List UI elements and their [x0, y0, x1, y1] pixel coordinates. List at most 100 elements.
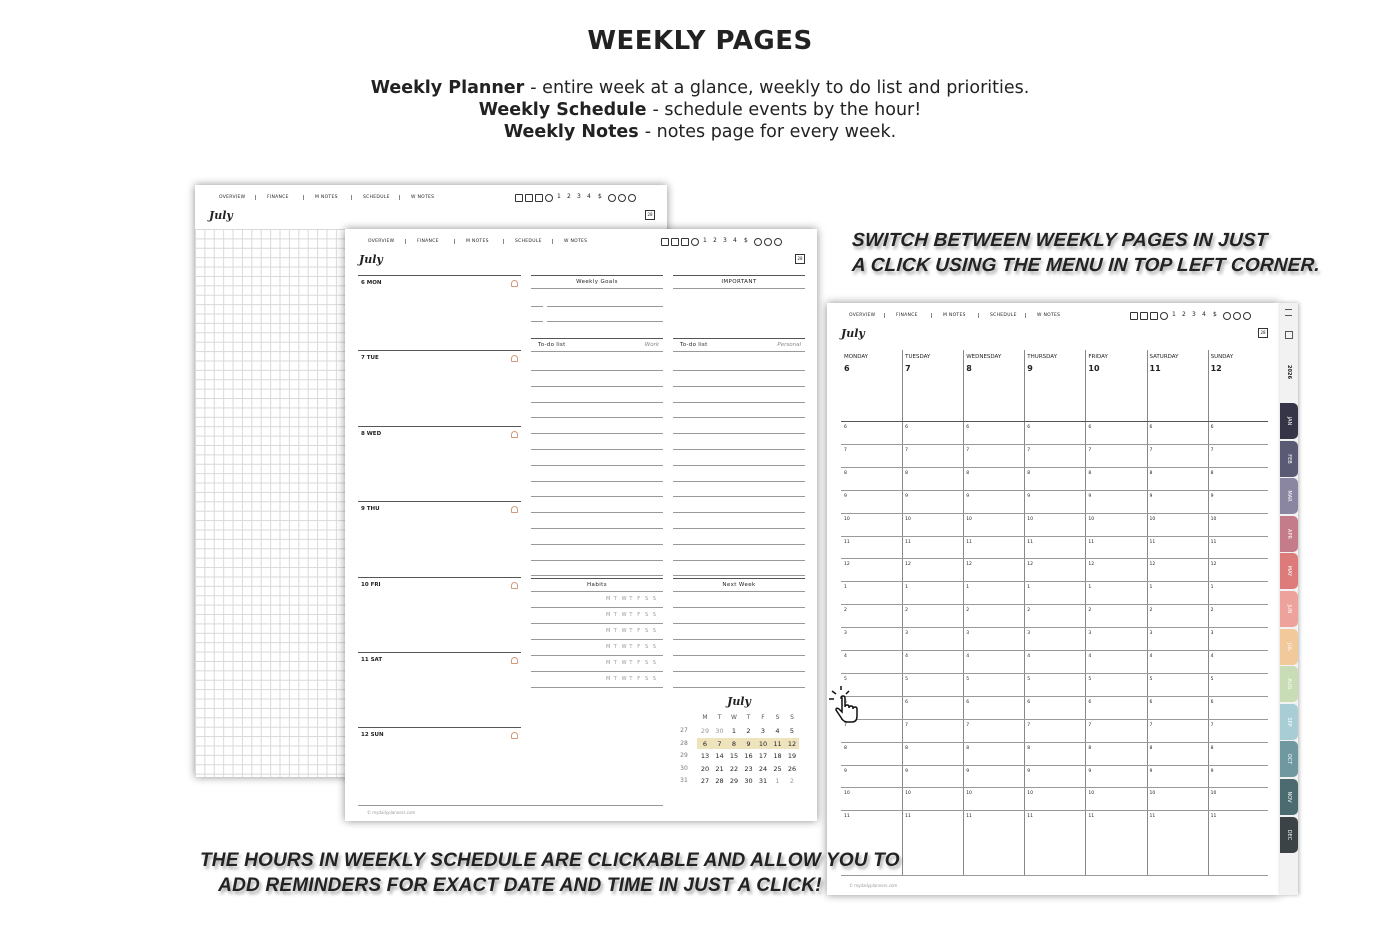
calendar-day[interactable]: 14	[715, 752, 724, 761]
hour-slot[interactable]: 2	[1027, 608, 1031, 614]
calendar-day[interactable]: 19	[787, 752, 797, 761]
calendar-day[interactable]: 2	[789, 777, 795, 786]
nav-icon[interactable]	[764, 238, 772, 246]
hour-slot[interactable]: 10	[1210, 791, 1217, 797]
hour-slot[interactable]: 11	[1027, 814, 1034, 820]
edit-icon[interactable]	[1285, 331, 1293, 339]
nav-icon[interactable]	[1223, 312, 1231, 320]
hour-slot[interactable]: 10	[1088, 516, 1095, 522]
hour-slot[interactable]: 12	[966, 562, 972, 568]
hour-slot[interactable]: 11	[844, 539, 850, 545]
hour-slot[interactable]: 3	[1210, 631, 1214, 637]
hour-slot[interactable]: 7	[905, 447, 908, 453]
month-tab[interactable]: JUL	[1280, 628, 1298, 665]
nav-number[interactable]: 4	[587, 193, 591, 200]
hour-slot[interactable]: 8	[1149, 745, 1153, 751]
hour-slot[interactable]: 10	[1149, 516, 1156, 522]
hour-slot[interactable]: 5	[844, 676, 847, 682]
hour-slot[interactable]: 10	[966, 516, 972, 522]
hour-slot[interactable]: 10	[1088, 791, 1095, 797]
calendar-day[interactable]: 28	[715, 777, 724, 786]
calendar-icon[interactable]: 28	[795, 254, 805, 264]
hour-slot[interactable]: 2	[1149, 608, 1153, 614]
calendar-day[interactable]: 8	[731, 739, 737, 748]
hour-slot[interactable]: 1	[844, 585, 847, 591]
reminder-bell[interactable]	[511, 430, 518, 438]
hour-slot[interactable]: 11	[1027, 539, 1034, 545]
hour-slot[interactable]: 5	[1149, 676, 1153, 682]
hour-slot[interactable]: 1	[1210, 585, 1214, 591]
nav-link[interactable]: FINANCE	[896, 313, 918, 318]
hour-slot[interactable]: 12	[1149, 562, 1156, 568]
hour-slot[interactable]: 7	[1027, 722, 1031, 728]
nav-number[interactable]: 3	[723, 237, 727, 244]
calendar-day[interactable]: 1	[731, 727, 737, 735]
hour-slot[interactable]: 1	[1088, 585, 1092, 591]
hour-slot[interactable]: 7	[1149, 447, 1153, 453]
hour-slot[interactable]: 6	[905, 699, 908, 705]
hour-slot[interactable]: 3	[1027, 631, 1031, 637]
nav-icon[interactable]	[1140, 312, 1148, 320]
hour-slot[interactable]: 8	[1210, 470, 1214, 476]
hour-slot[interactable]: 11	[966, 539, 972, 545]
month-tab[interactable]: MAR	[1280, 478, 1298, 515]
calendar-day[interactable]: 21	[715, 764, 724, 773]
calendar-day[interactable]: 15	[729, 752, 739, 761]
nav-link[interactable]: OVERVIEW	[368, 239, 395, 244]
hour-slot[interactable]: 9	[1027, 768, 1031, 774]
calendar-day[interactable]: 27	[700, 777, 710, 786]
calendar-day[interactable]: 22	[729, 764, 739, 773]
hour-slot[interactable]: 2	[1088, 608, 1092, 614]
hour-slot[interactable]: 11	[966, 814, 972, 820]
month-tab[interactable]: DEC	[1280, 816, 1298, 853]
reminder-bell[interactable]	[511, 657, 518, 664]
hour-slot[interactable]: 12	[844, 562, 850, 568]
calendar-day[interactable]: 7	[717, 739, 722, 748]
hour-slot[interactable]: 11	[1149, 539, 1156, 545]
month-tab[interactable]: JUN	[1280, 591, 1298, 627]
hour-slot[interactable]: 3	[844, 631, 847, 637]
calendar-day[interactable]: 6	[702, 739, 708, 748]
nav-number[interactable]: 1	[703, 237, 707, 244]
hour-slot[interactable]: 9	[905, 768, 908, 774]
hour-slot[interactable]: 9	[844, 768, 847, 774]
hour-slot[interactable]: 9	[1027, 493, 1031, 499]
hour-slot[interactable]: 6	[1088, 425, 1092, 430]
hour-slot[interactable]: 5	[1088, 676, 1092, 682]
nav-number[interactable]: 3	[577, 193, 581, 200]
nav-icon[interactable]	[754, 238, 762, 246]
hour-slot[interactable]: 8	[1149, 470, 1153, 476]
calendar-day[interactable]: 25	[773, 764, 782, 773]
hour-slot[interactable]: 7	[844, 447, 847, 453]
hour-slot[interactable]: 11	[1088, 814, 1095, 820]
calendar-day[interactable]: 29	[700, 727, 710, 735]
hour-slot[interactable]: 4	[1088, 654, 1092, 659]
nav-icon[interactable]	[671, 238, 679, 246]
hour-slot[interactable]: 7	[1210, 447, 1214, 453]
nav-number[interactable]: 4	[733, 237, 737, 244]
calendar-day[interactable]: 24	[758, 764, 768, 773]
hour-slot[interactable]: 10	[1027, 516, 1034, 522]
hour-slot[interactable]: 11	[905, 814, 911, 820]
hour-slot[interactable]: 11	[844, 814, 850, 820]
calendar-day[interactable]: 16	[744, 752, 753, 761]
hour-slot[interactable]: 1	[905, 585, 908, 591]
hour-slot[interactable]: 4	[1027, 654, 1031, 659]
hour-slot[interactable]: 2	[905, 608, 908, 614]
hour-slot[interactable]: 7	[1210, 722, 1214, 728]
nav-number[interactable]: 2	[567, 193, 571, 200]
hour-slot[interactable]: 6	[844, 425, 847, 430]
calendar-day[interactable]: 12	[787, 739, 797, 748]
reminder-bell[interactable]	[511, 355, 518, 363]
calendar-icon[interactable]: 28	[645, 210, 655, 220]
hour-slot[interactable]: 12	[1210, 562, 1217, 568]
hour-slot[interactable]: 8	[966, 745, 970, 751]
calendar-day[interactable]: 30	[715, 727, 724, 735]
hour-slot[interactable]: 9	[1088, 768, 1092, 774]
nav-icon[interactable]	[618, 194, 626, 202]
calendar-day[interactable]: 1	[775, 777, 780, 786]
month-tab[interactable]: APR	[1280, 515, 1298, 552]
hour-slot[interactable]: 6	[1088, 699, 1092, 705]
nav-link[interactable]: OVERVIEW	[219, 195, 246, 200]
calendar-day[interactable]: 3	[760, 727, 766, 735]
